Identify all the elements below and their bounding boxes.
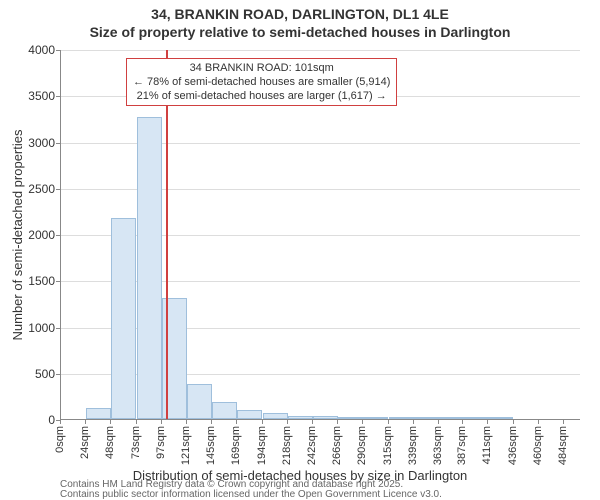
x-tick-mark: [413, 420, 414, 424]
x-tick-mark: [186, 420, 187, 424]
x-tick-mark: [312, 420, 313, 424]
x-tick-mark: [438, 420, 439, 424]
x-tick-label: 242sqm: [306, 426, 318, 465]
x-tick-label: 315sqm: [382, 426, 394, 465]
x-tick-mark: [110, 420, 111, 424]
x-tick-label: 121sqm: [180, 426, 192, 465]
x-tick-mark: [60, 420, 61, 424]
y-tick-label: 2000: [5, 228, 55, 242]
annotation-line2: ← 78% of semi-detached houses are smalle…: [133, 75, 390, 89]
y-tick-label: 3500: [5, 89, 55, 103]
histogram-bar: [86, 408, 111, 419]
x-tick-label: 73sqm: [130, 426, 142, 459]
x-tick-mark: [262, 420, 263, 424]
x-tick-label: 194sqm: [256, 426, 268, 465]
x-tick-mark: [462, 420, 463, 424]
x-tick-label: 0sqm: [54, 426, 66, 453]
annotation-line1: 34 BRANKIN ROAD: 101sqm: [133, 61, 390, 75]
x-tick-mark: [538, 420, 539, 424]
x-tick-mark: [513, 420, 514, 424]
histogram-bar: [488, 417, 513, 419]
histogram-bar: [363, 417, 388, 419]
histogram-bar: [187, 384, 212, 419]
x-tick-mark: [136, 420, 137, 424]
histogram-bar: [237, 410, 262, 419]
x-tick-mark: [337, 420, 338, 424]
x-tick-mark: [487, 420, 488, 424]
histogram-bar: [338, 417, 363, 419]
x-tick-label: 436sqm: [507, 426, 519, 465]
histogram-bar: [212, 402, 237, 419]
x-tick-label: 97sqm: [155, 426, 167, 459]
x-tick-mark: [85, 420, 86, 424]
x-tick-label: 363sqm: [432, 426, 444, 465]
y-tick-label: 500: [5, 367, 55, 381]
annotation-line3: 21% of semi-detached houses are larger (…: [133, 89, 390, 103]
x-tick-label: 339sqm: [407, 426, 419, 465]
x-tick-label: 145sqm: [205, 426, 217, 465]
chart-title-line2: Size of property relative to semi-detach…: [0, 24, 600, 40]
histogram-bar: [389, 417, 414, 419]
y-tick-label: 3000: [5, 136, 55, 150]
y-tick-label: 1000: [5, 321, 55, 335]
x-tick-mark: [236, 420, 237, 424]
x-tick-mark: [287, 420, 288, 424]
histogram-bar: [288, 416, 313, 419]
x-tick-label: 218sqm: [281, 426, 293, 465]
y-tick-label: 1500: [5, 274, 55, 288]
x-tick-label: 48sqm: [104, 426, 116, 459]
x-tick-mark: [211, 420, 212, 424]
x-tick-label: 387sqm: [456, 426, 468, 465]
y-tick-label: 2500: [5, 182, 55, 196]
x-tick-mark: [563, 420, 564, 424]
histogram-bar: [137, 117, 162, 419]
x-tick-label: 484sqm: [557, 426, 569, 465]
histogram-bar: [414, 417, 439, 419]
histogram-bar: [313, 416, 338, 419]
x-tick-label: 169sqm: [230, 426, 242, 465]
footer-line1: Contains HM Land Registry data © Crown c…: [60, 480, 442, 500]
y-tick-label: 0: [5, 413, 55, 427]
histogram-bar: [111, 218, 136, 419]
chart-container: 34, BRANKIN ROAD, DARLINGTON, DL1 4LE Si…: [0, 0, 600, 500]
x-tick-label: 24sqm: [79, 426, 91, 459]
x-tick-label: 460sqm: [532, 426, 544, 465]
x-tick-label: 290sqm: [356, 426, 368, 465]
histogram-bar: [463, 417, 488, 419]
y-tick-label: 4000: [5, 43, 55, 57]
histogram-bar: [263, 413, 288, 419]
x-tick-mark: [362, 420, 363, 424]
x-tick-mark: [161, 420, 162, 424]
x-tick-mark: [388, 420, 389, 424]
chart-title-line1: 34, BRANKIN ROAD, DARLINGTON, DL1 4LE: [0, 6, 600, 22]
annotation-box: 34 BRANKIN ROAD: 101sqm ← 78% of semi-de…: [126, 58, 397, 106]
x-tick-label: 266sqm: [331, 426, 343, 465]
histogram-bar: [439, 417, 464, 419]
x-tick-label: 411sqm: [481, 426, 493, 464]
